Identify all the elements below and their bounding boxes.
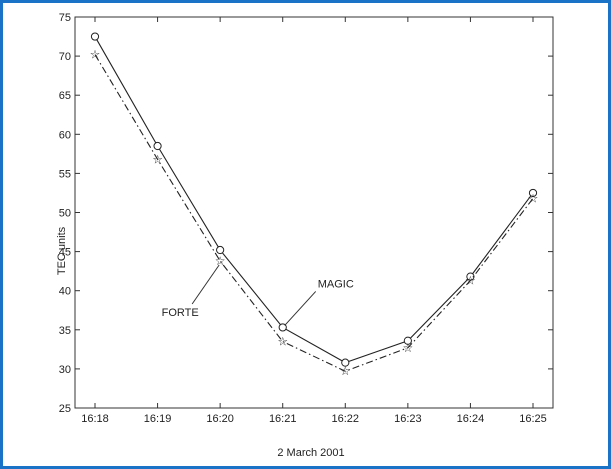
data-point-forte: ☆ [402,341,413,355]
annotation-forte: FORTE [162,307,199,319]
x-tick-label: 16:22 [332,413,360,425]
x-tick-label: 16:21 [269,413,297,425]
data-point-forte: ☆ [528,191,539,205]
data-point-forte: ☆ [465,274,476,288]
tec-line-chart: 25 30 35 40 45 50 55 60 65 70 75 16:18 16:19 16:20 16:… [56,12,554,459]
y-tick-label: 50 [59,208,71,220]
data-point-magic [153,141,162,151]
leader-line-forte [191,264,220,305]
y-tick-label: 40 [59,286,71,298]
data-point-forte: ☆ [215,254,226,268]
x-tick-label: 16:25 [519,413,547,425]
y-tick-label: 60 [59,129,71,141]
x-tick-label: 16:19 [144,413,172,425]
axes: 25 30 35 40 45 50 55 60 65 70 75 16:18 16:19 16:20 16:… [59,12,554,425]
y-tick-label: 65 [59,90,71,102]
series-line-forte [94,54,534,372]
x-tick-label: 16:18 [81,413,109,425]
data-point-magic [403,336,412,345]
y-tick-label: 30 [59,364,71,376]
data-point-forte: ☆ [90,48,101,62]
plot-box [74,16,554,409]
data-point-magic [278,323,287,332]
data-point-forte: ☆ [277,335,288,349]
leader-line-magic [284,291,317,326]
y-tick-label: 25 [59,403,71,415]
x-tick-label: 16:23 [394,413,422,425]
y-tick-label: 55 [59,168,71,180]
series-line-magic [94,36,534,364]
y-tick-label: 35 [59,325,71,337]
data-point-forte: ☆ [152,152,163,166]
x-tick-label: 16:24 [457,413,485,425]
annotation-magic: MAGIC [318,278,354,290]
data-point-magic [90,32,100,41]
x-axis-title: 2 March 2001 [277,447,344,459]
data-point-forte: ☆ [340,364,351,378]
series-layer: ☆ ☆ ☆ ☆ ☆ ☆ ☆ ☆ [90,32,539,378]
y-tick-label: 45 [59,247,71,259]
y-tick-label: 70 [59,51,71,63]
y-tick-label: 75 [59,12,71,24]
data-point-magic [528,188,538,198]
data-point-magic [216,245,225,255]
x-tick-label: 16:20 [206,413,234,425]
annotations: MAGIC FORTE [162,264,354,326]
y-axis-title: TEC units [56,226,68,275]
data-point-magic [341,358,350,367]
